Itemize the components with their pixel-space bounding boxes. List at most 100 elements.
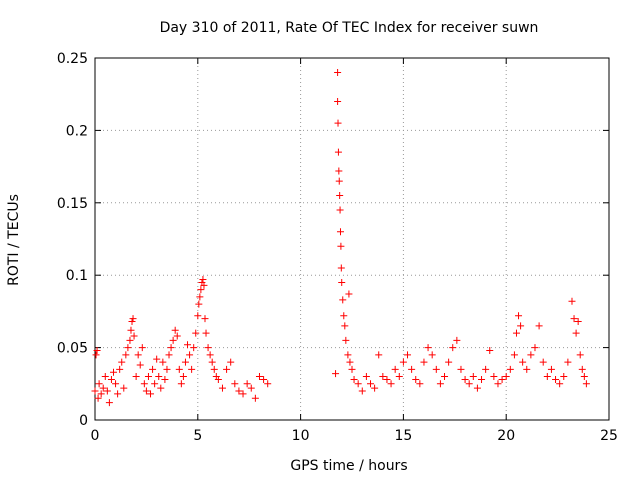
- data-point: [336, 192, 344, 200]
- data-point: [424, 344, 432, 352]
- data-point: [186, 351, 194, 359]
- data-point: [395, 373, 403, 381]
- data-point: [196, 293, 204, 301]
- y-tick-label: 0.1: [66, 268, 88, 284]
- data-point: [110, 368, 118, 376]
- data-point: [543, 373, 551, 381]
- data-point: [218, 384, 226, 392]
- data-point: [128, 318, 136, 326]
- data-point: [122, 351, 130, 359]
- x-axis-label: GPS time / hours: [290, 458, 407, 474]
- data-point: [210, 365, 218, 373]
- data-point: [140, 380, 148, 388]
- data-point: [336, 228, 344, 236]
- data-point: [574, 318, 582, 326]
- data-point: [339, 296, 347, 304]
- data-point: [91, 387, 99, 395]
- data-point: [578, 365, 586, 373]
- data-point: [506, 365, 514, 373]
- data-point: [184, 341, 192, 349]
- data-point: [94, 394, 102, 402]
- data-point: [92, 351, 100, 359]
- data-point: [227, 358, 235, 366]
- y-tick-label: 0.25: [57, 51, 88, 67]
- data-point: [334, 148, 342, 156]
- x-tick-label: 15: [394, 428, 412, 444]
- data-point: [208, 358, 216, 366]
- data-point: [199, 276, 207, 284]
- data-point: [346, 358, 354, 366]
- data-point: [120, 384, 128, 392]
- data-point: [490, 373, 498, 381]
- data-point: [138, 344, 146, 352]
- data-point: [101, 373, 109, 381]
- data-point: [169, 336, 177, 344]
- data-point: [383, 375, 391, 383]
- data-point: [412, 375, 420, 383]
- data-point: [350, 375, 358, 383]
- axes: 0 5 10 15 20 25 0 0.05 0.1 0.15 0.2 0.25: [57, 51, 618, 444]
- data-point: [93, 346, 101, 354]
- x-tick-label: 10: [292, 428, 310, 444]
- data-point: [523, 365, 531, 373]
- data-point: [124, 344, 132, 352]
- data-point: [114, 390, 122, 398]
- data-point: [159, 358, 167, 366]
- y-tick-label: 0.15: [57, 196, 88, 212]
- x-tick-label: 0: [91, 428, 100, 444]
- data-point: [127, 326, 135, 334]
- data-point: [112, 380, 120, 388]
- data-point: [147, 390, 155, 398]
- y-tick-label: 0.05: [57, 341, 88, 357]
- data-point: [564, 358, 572, 366]
- data-point: [136, 361, 144, 369]
- data-point: [465, 380, 473, 388]
- data-point: [155, 373, 163, 381]
- data-point: [453, 336, 461, 344]
- data-point: [461, 375, 469, 383]
- data-point: [354, 380, 362, 388]
- data-point: [334, 68, 342, 76]
- data-points: [91, 68, 590, 407]
- data-point: [335, 177, 343, 185]
- y-tick-label: 0.2: [66, 123, 88, 139]
- data-point: [552, 375, 560, 383]
- data-point: [510, 351, 518, 359]
- data-point: [157, 384, 165, 392]
- chart-title: Day 310 of 2011, Rate Of TEC Index for r…: [160, 20, 539, 36]
- data-point: [202, 329, 210, 337]
- data-point: [408, 365, 416, 373]
- data-point: [469, 373, 477, 381]
- data-point: [432, 365, 440, 373]
- data-point: [204, 344, 212, 352]
- y-tick-label: 0: [79, 413, 88, 429]
- data-point: [177, 380, 185, 388]
- data-point: [535, 322, 543, 330]
- data-point: [362, 373, 370, 381]
- data-point: [334, 97, 342, 105]
- data-point: [194, 312, 202, 320]
- x-tick-label: 25: [600, 428, 618, 444]
- data-point: [223, 365, 231, 373]
- data-point: [97, 390, 105, 398]
- data-point: [149, 365, 157, 373]
- data-point: [95, 380, 103, 388]
- data-point: [580, 373, 588, 381]
- data-point: [126, 336, 134, 344]
- data-point: [494, 380, 502, 388]
- data-point: [449, 344, 457, 352]
- data-point: [568, 297, 576, 305]
- data-point: [345, 290, 353, 298]
- data-point: [235, 387, 243, 395]
- data-point: [175, 365, 183, 373]
- data-point: [161, 375, 169, 383]
- data-point: [239, 390, 247, 398]
- data-point: [190, 344, 198, 352]
- data-point: [99, 384, 107, 392]
- data-point: [498, 375, 506, 383]
- data-point: [420, 358, 428, 366]
- data-point: [478, 375, 486, 383]
- data-point: [387, 380, 395, 388]
- data-point: [375, 351, 383, 359]
